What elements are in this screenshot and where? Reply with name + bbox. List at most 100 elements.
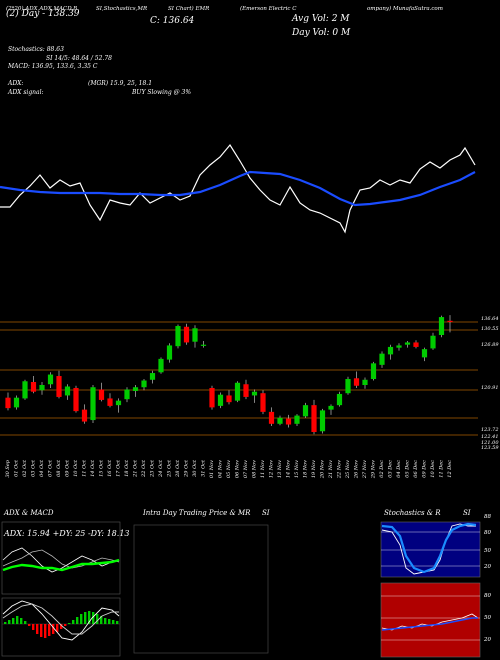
date-axis-label: 16 Oct (107, 459, 113, 477)
candle-up (234, 382, 241, 401)
stoch-panel-title: Stochastics & R (384, 509, 441, 517)
candle-up (294, 415, 300, 424)
stoch-level-50: 50 (484, 548, 491, 554)
date-axis-label: 09 Dec (422, 460, 428, 478)
date-axis-label: 22 Nov (337, 460, 343, 479)
candle-down (56, 376, 62, 397)
macd-histogram-bar (68, 623, 71, 624)
candle-up (149, 373, 156, 380)
macd-histogram-bar (100, 616, 103, 624)
candle-up (277, 417, 283, 424)
candle-down (183, 326, 190, 343)
date-axis-label: 20 Nov (320, 460, 326, 479)
candle-down (209, 387, 215, 408)
candle-up (22, 381, 28, 399)
macd-histogram-bar (4, 622, 7, 624)
date-axis-label: 14 Nov (286, 460, 292, 478)
macd-histogram-bar (16, 616, 19, 624)
price-axis-label: 123.72 (481, 427, 499, 433)
candle-up (217, 394, 224, 406)
date-axis-label: 10 Dec (430, 460, 436, 478)
date-axis-label: 29 Oct (184, 459, 190, 478)
date-axis-label: 23 Oct (150, 459, 156, 478)
candle-up (124, 389, 130, 400)
date-axis-label: 06 Dec (413, 460, 419, 478)
date-axis-label: 11 Oct (82, 459, 88, 477)
macd-histogram-bar (72, 620, 75, 624)
candle-down (226, 395, 232, 403)
rsi-level-20: 20 (484, 637, 491, 643)
macd-histogram-bar (12, 618, 15, 624)
intraday-panel-frame (133, 524, 269, 654)
close-price: C: 136.64 (150, 16, 195, 26)
adx-plus-di-line (2, 547, 120, 573)
candle-up (13, 397, 20, 408)
header-chart-label: SI Chart) EMR (168, 6, 210, 12)
date-axis-label: 28 Oct (175, 459, 181, 478)
adx-panel-readout: ADX: 15.94 +DY: 25 -DY: 18.13 (4, 529, 130, 538)
date-axis-label: 24 Oct (158, 459, 164, 478)
macd-histogram-bar (76, 617, 79, 624)
date-axis-label: 22 Oct (141, 459, 147, 478)
macd-histogram-bar (52, 624, 55, 634)
candle-up (158, 358, 164, 373)
macd-histogram-bar (88, 611, 91, 624)
date-axis-label: 27 Nov (362, 460, 368, 479)
candle-up (438, 317, 445, 335)
candle-up (47, 374, 54, 385)
price-axis-label: 123.59 (481, 445, 499, 451)
candle-down (447, 320, 453, 323)
date-axis-label: 26 Nov (354, 460, 360, 479)
rsi-value-label: 50 (484, 615, 491, 621)
date-axis-label: 04 Oct (39, 459, 45, 477)
candle-up (90, 387, 96, 421)
candle-down (73, 387, 79, 412)
date-axis-label: 19 Nov (311, 460, 317, 478)
candle-up (345, 379, 351, 394)
date-axis-label: 18 Nov (303, 460, 309, 478)
candle-down (413, 342, 419, 347)
macd-histogram-bar (44, 624, 47, 638)
price-axis-label: 130.55 (481, 326, 499, 332)
macd-histogram-bar (84, 612, 87, 624)
rsi-ema-line (381, 617, 478, 631)
candle-up (251, 391, 258, 396)
price-axis-label: 120.91 (481, 385, 499, 391)
candle-up (141, 380, 147, 388)
rsi-line (381, 613, 479, 631)
macd-histogram-bar (32, 624, 35, 630)
candle-up (132, 387, 139, 391)
macd-histogram-bar (8, 620, 11, 624)
macd-histogram-bar (56, 624, 59, 632)
date-axis-label: 02 Oct (22, 459, 28, 477)
candle-down (98, 389, 105, 400)
adx-label: ADX: (8, 80, 24, 87)
candle-up (175, 326, 181, 347)
date-axis-label: 08 Oct (56, 459, 62, 477)
candle-up (328, 405, 334, 410)
date-axis-label: 15 Oct (99, 459, 105, 477)
macd-histogram (4, 611, 119, 638)
date-axis-label: 01 Nov (209, 460, 215, 478)
intraday-panel-si: SI (262, 509, 270, 517)
macd-histogram-bar (92, 612, 95, 624)
stoch-panel-si: SI (463, 509, 471, 517)
price-grid-lines (0, 321, 478, 436)
candle-up (336, 393, 343, 406)
macd-histogram-bar (36, 624, 39, 634)
candle-up (430, 335, 436, 349)
candlestick-group (5, 315, 453, 435)
candle-down (107, 398, 113, 406)
date-axis-label: 11 Dec (439, 460, 445, 478)
candle-down (353, 378, 360, 386)
intraday-panel-title: Intra Day Trading Price & MR (143, 509, 251, 517)
candle-up (64, 386, 71, 396)
header-site: ompany) MunafaSutra.com (367, 6, 443, 12)
date-axis-label: 14 Oct (90, 459, 96, 477)
rsi-level-80: 80 (484, 593, 491, 599)
candle-down (243, 384, 249, 397)
date-axis-label: 11 Nov (260, 460, 266, 478)
price-axis-label: 126.89 (481, 342, 499, 348)
candle-down (311, 405, 317, 433)
